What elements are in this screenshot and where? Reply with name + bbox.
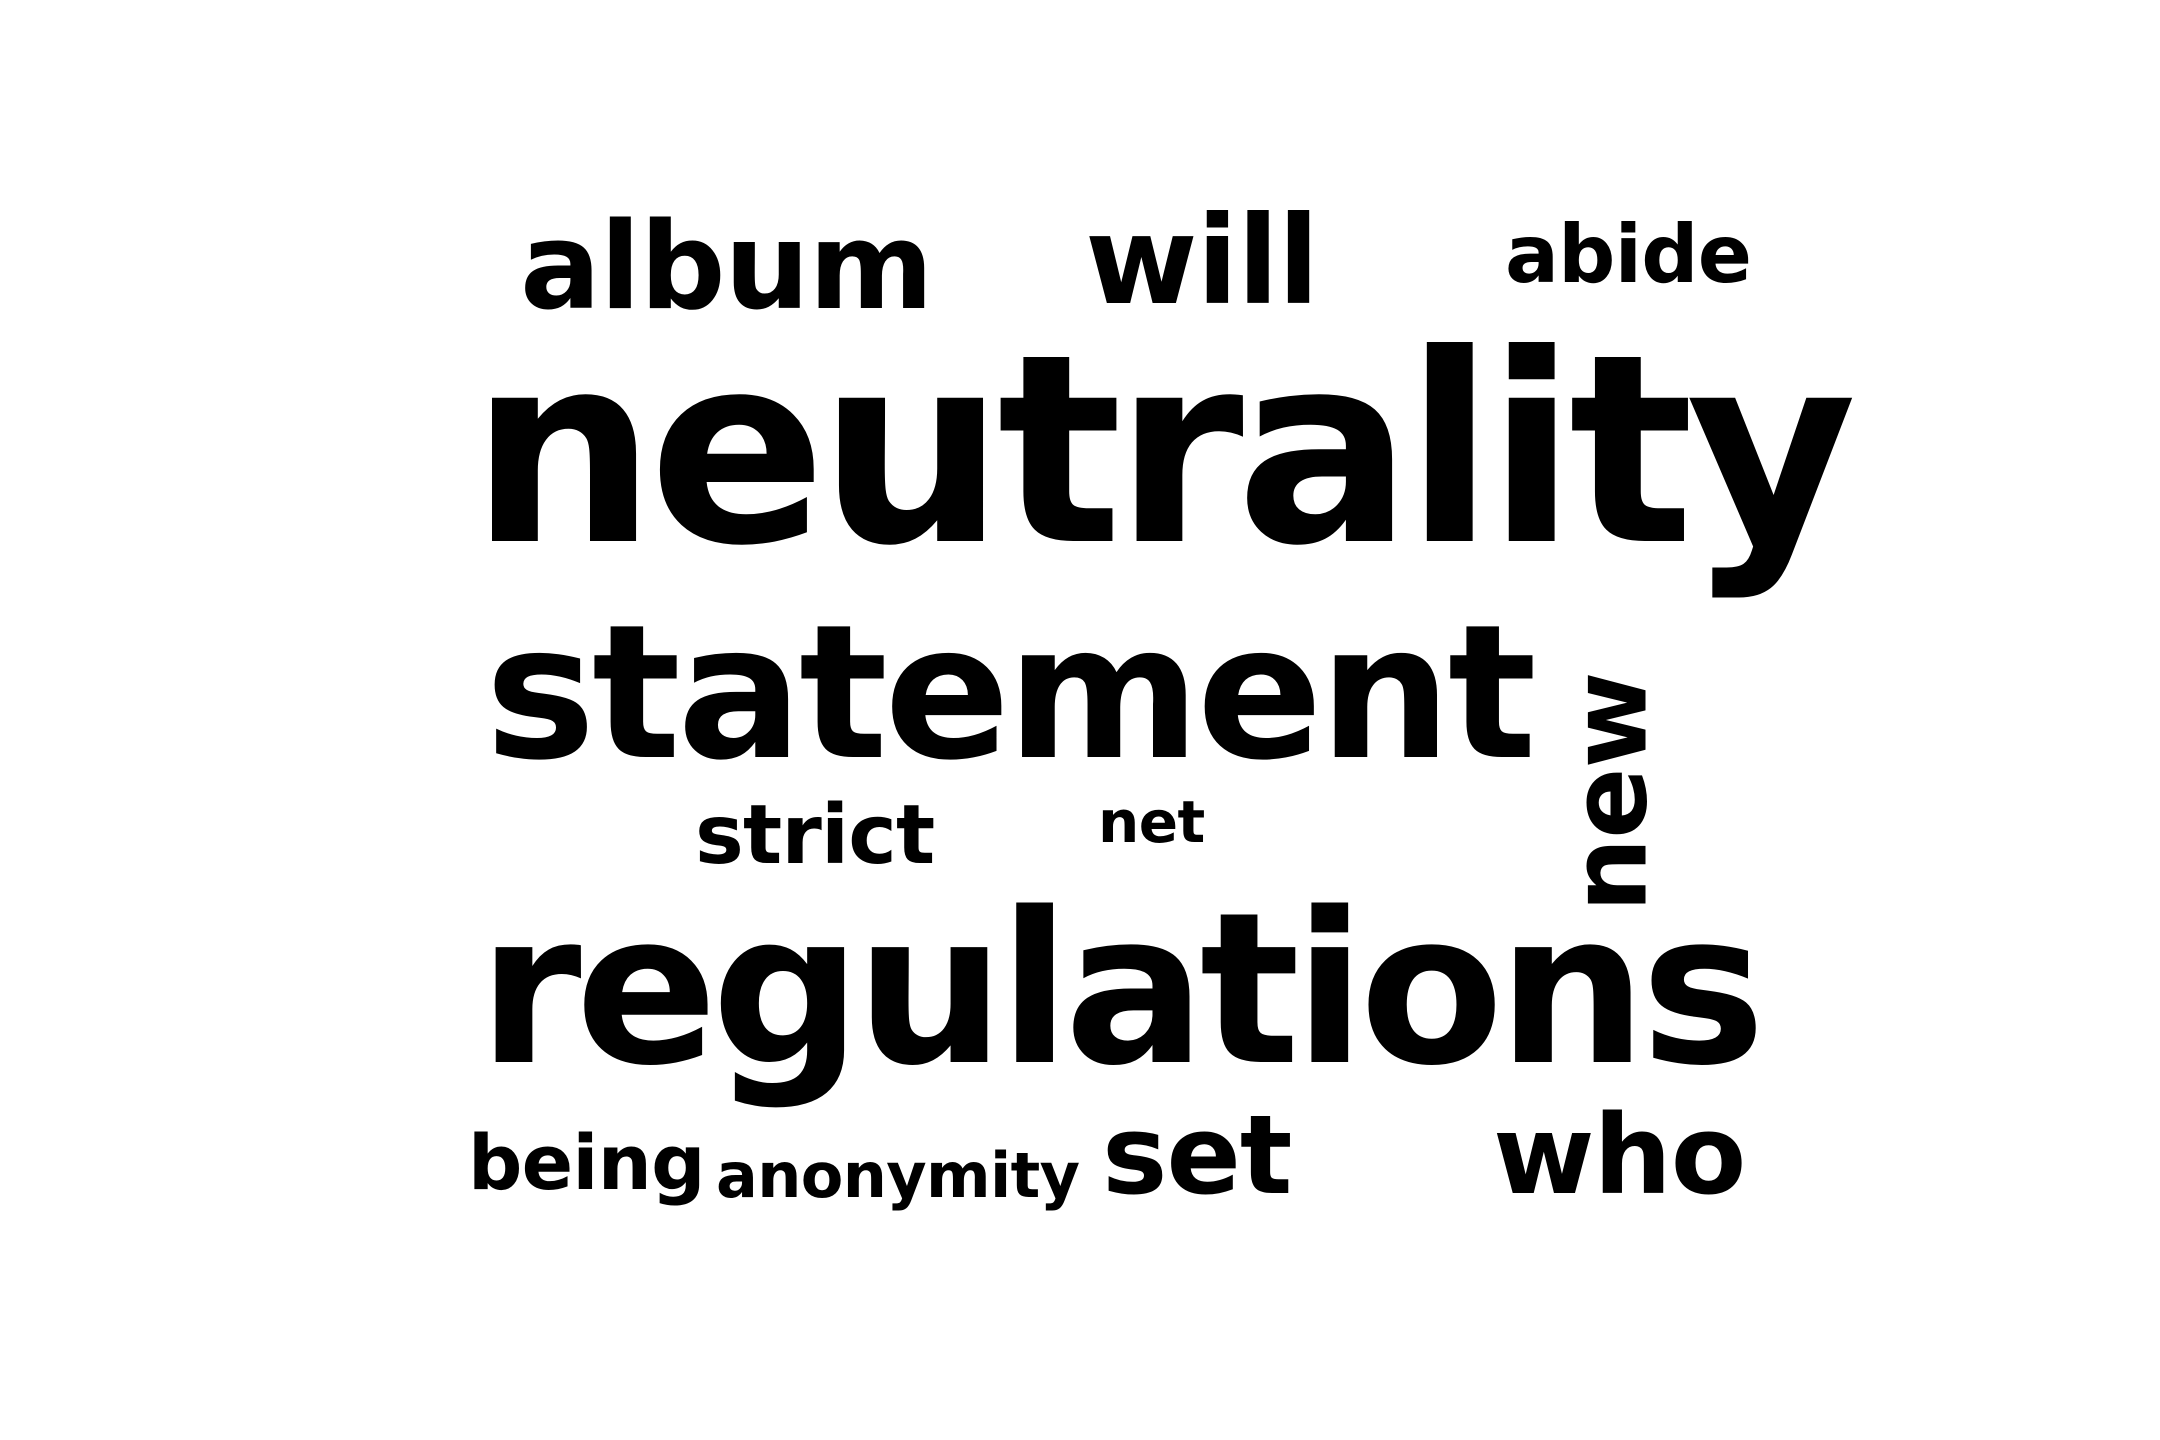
word-regulations: regulations: [478, 867, 1766, 1112]
word-being: being: [468, 1118, 705, 1207]
word-who: who: [1493, 1091, 1746, 1219]
word-statement: statement: [485, 584, 1537, 801]
word-strict: strict: [695, 788, 935, 883]
word-will: will: [1085, 190, 1320, 332]
word-anonymity: anonymity: [716, 1139, 1080, 1212]
word-set: set: [1102, 1091, 1292, 1219]
word-neutrality: neutrality: [470, 298, 1857, 603]
word-abide: abide: [1505, 208, 1752, 301]
word-album: album: [520, 198, 934, 337]
word-net: net: [1098, 788, 1205, 856]
